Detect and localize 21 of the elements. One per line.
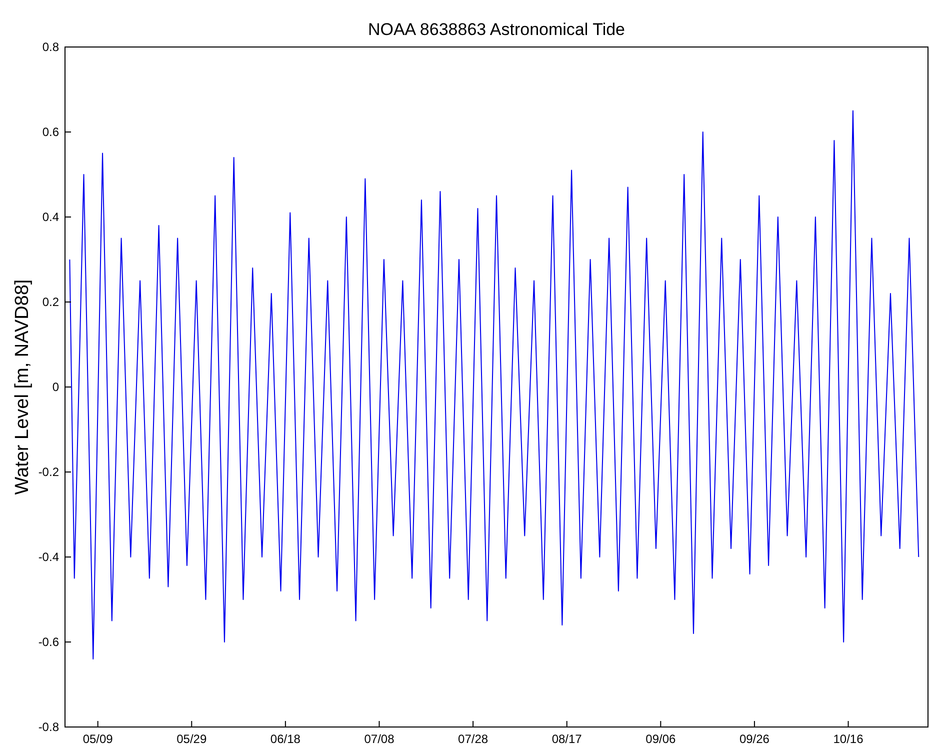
y-tick-label: 0.8	[42, 40, 60, 54]
x-tick-label: 07/08	[364, 732, 395, 746]
x-tick-label: 10/16	[833, 732, 864, 746]
x-tick-label: 05/09	[82, 732, 114, 746]
y-tick-label: -0.4	[38, 550, 60, 564]
x-tick-label: 09/06	[646, 732, 676, 746]
y-tick-label: 0.2	[42, 295, 60, 310]
y-tick-label: 0	[52, 380, 60, 394]
x-tick-label: 09/26	[739, 732, 770, 746]
chart-title: NOAA 8638863 Astronomical Tide	[368, 20, 626, 39]
line-series	[69, 110, 920, 660]
x-tick-label: 06/18	[270, 732, 301, 746]
x-tick-label: 07/28	[458, 732, 488, 746]
y-tick-label: -0.6	[38, 635, 60, 650]
y-axis-title: Water Level [m, NAVD88]	[12, 279, 33, 495]
x-tick-label: 05/29	[176, 732, 207, 746]
x-tick-label: 08/17	[552, 732, 582, 746]
y-tick-label: 0.4	[42, 210, 60, 224]
y-tick-label: -0.2	[38, 465, 60, 480]
y-tick-label: 0.6	[42, 125, 60, 140]
y-tick-label: -0.8	[38, 720, 60, 734]
